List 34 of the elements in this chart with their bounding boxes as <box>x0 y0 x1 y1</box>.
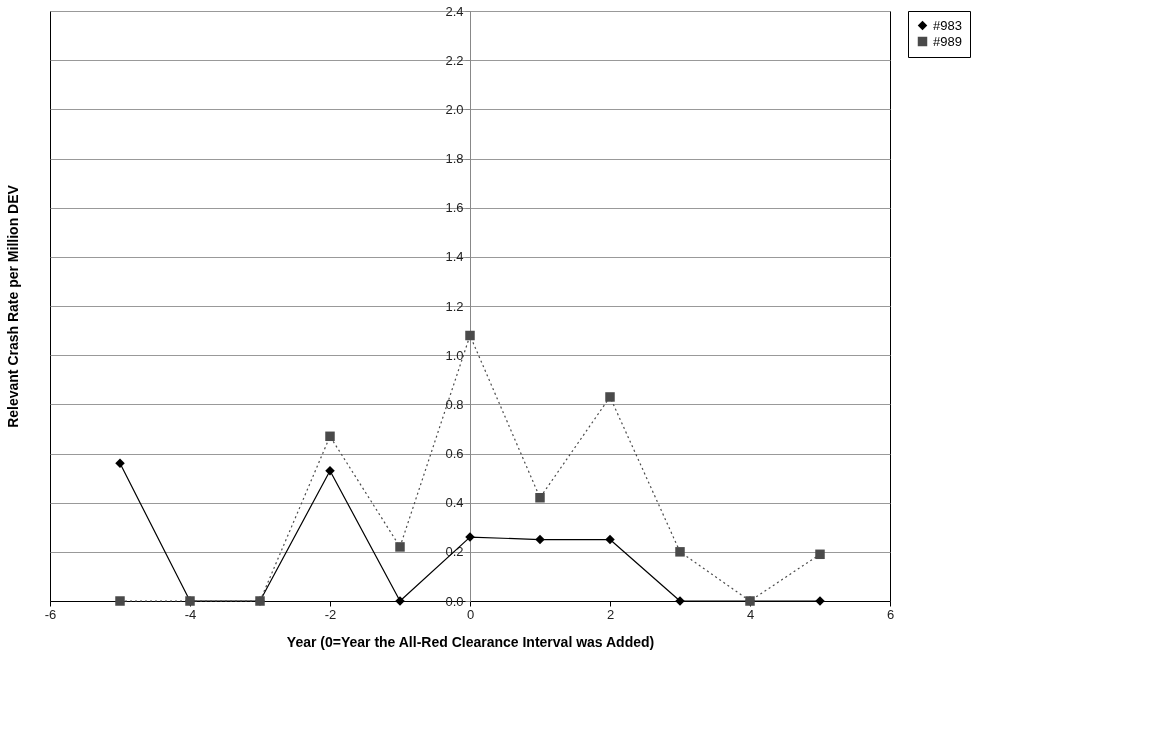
y-tick-label: 1.2 <box>445 298 464 314</box>
x-tick-label: -6 <box>44 606 57 622</box>
y-tick-label: 1.0 <box>445 347 464 363</box>
y-tick-label: 2.2 <box>445 52 464 68</box>
y-tick-label: 0.8 <box>445 396 464 412</box>
point <box>815 549 825 560</box>
point <box>115 596 125 606</box>
y-tick-label: 0.6 <box>445 446 464 461</box>
x-tick-label: 2 <box>606 606 615 622</box>
x-tick-label: 0 <box>466 606 475 622</box>
point <box>395 542 405 552</box>
y-tick-label: 2.0 <box>445 101 464 117</box>
y-tick-label: 1.6 <box>445 200 464 216</box>
point <box>675 547 685 557</box>
y-tick-label: 0.4 <box>445 495 464 511</box>
point <box>605 392 615 402</box>
point <box>605 534 615 545</box>
x-tick-label: -4 <box>184 606 197 622</box>
x-tick-label: 4 <box>746 606 755 622</box>
x-tick-label: 6 <box>886 606 895 622</box>
point <box>325 431 335 442</box>
point <box>115 458 125 469</box>
x-axis-title: Year (0=Year the All-Red Clearance Interval was Added) <box>286 633 655 650</box>
y-tick-label: 2.4 <box>445 3 464 19</box>
x-tick-label: -2 <box>324 606 337 622</box>
point <box>325 465 335 476</box>
y-tick-label: 1.4 <box>445 249 464 265</box>
point <box>465 330 475 341</box>
legend-label: #983 <box>933 17 962 33</box>
y-tick-label: 1.8 <box>445 151 464 166</box>
point <box>535 493 545 503</box>
legend-label: #989 <box>933 33 962 49</box>
y-axis-title: Relevant Crash Rate per Million DEV <box>4 184 21 428</box>
point <box>535 534 545 545</box>
